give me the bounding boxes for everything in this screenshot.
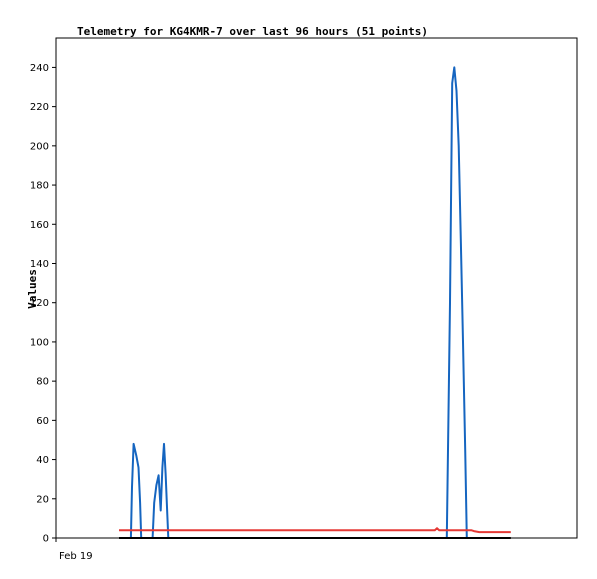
series-line-2 (119, 527, 511, 534)
y-tick-label: 40 (36, 455, 49, 466)
series-line-1 (119, 66, 482, 539)
plot-area (55, 37, 578, 539)
y-tick-label: 180 (30, 181, 49, 192)
y-tick-label: 120 (30, 298, 49, 309)
x-axis: Feb 19 (55, 538, 93, 562)
y-tick-label: 0 (43, 534, 49, 545)
chart-title: Telemetry for KG4KMR-7 over last 96 hour… (77, 25, 428, 38)
y-axis-label: Values (26, 269, 39, 309)
y-tick-label: 100 (30, 337, 49, 348)
y-tick-label: 140 (30, 259, 49, 270)
y-tick-label: 240 (30, 63, 49, 74)
y-tick-label: 20 (36, 494, 49, 505)
y-tick-label: 160 (30, 220, 49, 231)
y-tick-label: 60 (36, 416, 49, 427)
series-group (119, 66, 511, 539)
y-axis: 0 20 40 60 80 100 120 140 160 180 200 220 240 (30, 63, 56, 545)
y-tick-label: 220 (30, 102, 49, 113)
y-tick-label: 80 (36, 377, 49, 388)
y-tick-label: 200 (30, 141, 49, 152)
x-tick-label: Feb 19 (59, 551, 93, 562)
